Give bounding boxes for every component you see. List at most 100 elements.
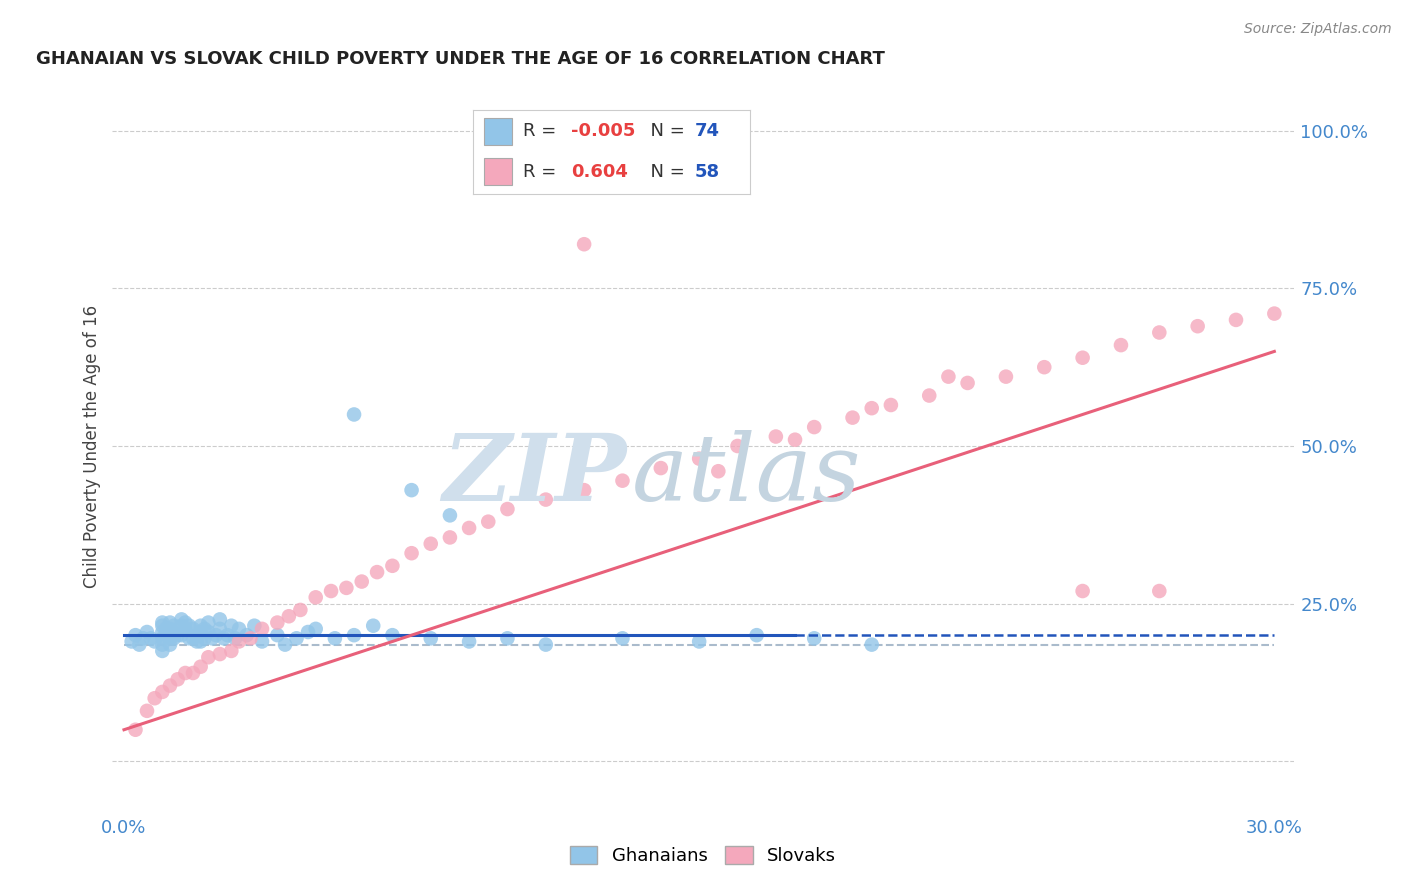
Point [688,451,710,466]
Point [166,673,188,687]
Point [350,574,373,589]
Point [1109,338,1132,352]
Point [155,622,177,636]
Point [190,618,212,632]
Point [343,628,366,642]
Point [190,659,212,673]
Point [534,638,557,652]
Point [458,521,481,535]
Point [688,634,710,648]
Point [235,628,257,642]
Point [163,625,186,640]
Point [707,124,730,138]
Point [174,665,197,680]
Point [297,625,319,640]
Point [1033,360,1056,375]
Point [477,515,499,529]
Point [193,622,215,636]
Point [439,530,461,544]
Point [496,632,519,646]
Point [170,628,193,642]
Point [155,628,177,642]
Point [612,474,634,488]
Point [174,622,197,636]
Point [323,632,346,646]
Point [381,628,404,642]
Point [285,632,308,646]
Text: ZIP: ZIP [441,430,626,520]
Point [572,237,595,252]
Point [612,632,634,646]
Point [401,483,423,497]
Point [803,420,825,434]
Text: R =: R = [523,122,561,140]
Point [221,618,243,632]
Point [197,650,219,665]
Point [181,632,204,646]
Point [193,632,215,646]
Bar [484,158,512,186]
Point [224,632,246,646]
Point [186,634,208,648]
Point [159,638,181,652]
Text: 58: 58 [695,162,720,181]
Point [150,632,173,646]
Point [150,625,173,640]
Point [239,632,262,646]
Point [179,618,201,632]
Point [305,622,328,636]
Point [1149,584,1171,599]
Point [277,609,299,624]
Point [136,704,159,718]
Point [1071,584,1094,599]
Text: -0.005: -0.005 [571,122,636,140]
Text: Source: ZipAtlas.com: Source: ZipAtlas.com [1244,22,1392,37]
Point [208,622,231,636]
Point [190,634,212,648]
Point [860,401,883,416]
Text: GHANAIAN VS SLOVAK CHILD POVERTY UNDER THE AGE OF 16 CORRELATION CHART: GHANAIAN VS SLOVAK CHILD POVERTY UNDER T… [35,50,884,68]
Point [179,632,201,646]
Point [124,723,146,737]
Point [765,429,787,443]
Point [208,612,231,626]
Bar [484,118,512,145]
Text: 74: 74 [695,122,720,140]
Point [419,537,441,551]
Point [150,638,173,652]
Text: R =: R = [523,162,568,181]
Point [1187,319,1209,334]
Point [212,632,235,646]
Point [243,618,266,632]
Point [727,439,749,453]
Point [121,634,143,648]
Point [803,632,825,646]
Point [343,408,366,422]
Point [150,685,173,699]
Point [217,628,239,642]
Point [150,644,173,658]
Point [401,546,423,560]
Legend: Ghanaians, Slovaks: Ghanaians, Slovaks [562,838,844,872]
Point [132,632,155,646]
Point [170,618,193,632]
Point [419,632,441,646]
Point [361,618,384,632]
Point [201,632,224,646]
Point [319,584,342,599]
Point [163,618,186,632]
Point [918,388,941,402]
Point [205,628,228,642]
Point [439,508,461,523]
Point [880,398,903,412]
Point [181,622,204,636]
Text: 0.604: 0.604 [571,162,628,181]
Point [197,615,219,630]
Point [707,464,730,478]
Point [250,622,273,636]
Point [572,483,595,497]
Point [860,638,883,652]
Point [159,615,181,630]
Point [496,502,519,516]
Point [170,612,193,626]
